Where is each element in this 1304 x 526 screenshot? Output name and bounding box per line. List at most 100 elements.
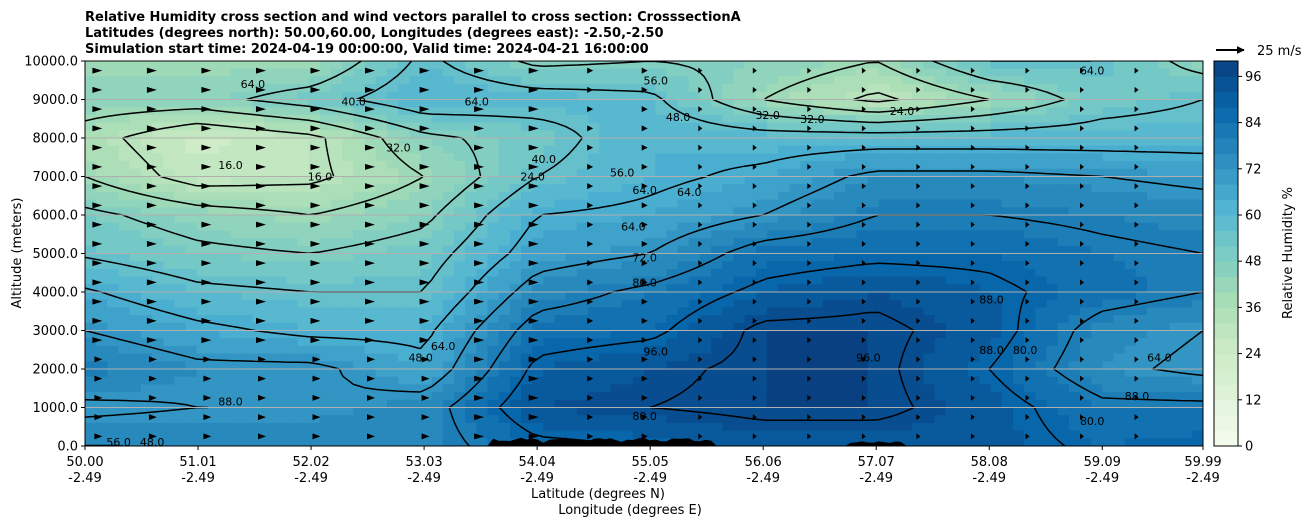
field-cell [129,122,142,131]
field-cell [923,353,936,362]
field-cell [968,307,980,316]
field-cell [174,199,187,208]
field-cell [856,322,869,332]
field-cell [409,199,421,208]
field-cell [822,430,835,439]
field-cell [521,91,533,101]
field-cell [1068,369,1081,378]
field-cell [554,407,567,416]
field-cell [1147,207,1159,216]
field-cell [699,207,712,216]
field-cell [1102,384,1115,393]
field-cell [1057,322,1070,332]
field-cell [85,222,97,231]
field-cell [1135,207,1148,216]
field-cell [487,184,500,193]
field-cell [688,299,701,308]
field-cell [152,99,164,108]
field-cell [744,114,757,124]
field-cell [476,276,489,285]
field-cell [1057,199,1070,208]
field-cell [912,61,925,70]
field-cell [476,407,489,416]
field-cell [588,430,600,439]
field-cell [476,238,489,247]
field-cell [498,245,511,255]
field-cell [588,399,600,409]
field-cell [1012,307,1025,316]
field-cell [1012,369,1025,378]
field-cell [453,122,466,131]
field-cell [152,245,164,255]
field-cell [96,76,108,85]
field-cell [1035,222,1048,231]
field-cell [1158,68,1171,77]
field-cell [465,76,477,85]
field-cell [521,99,533,108]
field-cell [353,322,366,332]
field-cell [699,338,712,347]
field-cell [353,215,366,224]
field-cell [699,399,712,409]
field-cell [1158,276,1171,285]
field-cell [1180,284,1193,293]
field-cell [118,107,131,116]
field-cell [1147,422,1159,432]
field-cell [666,399,679,409]
field-cell [789,392,802,401]
field-cell [957,91,969,101]
field-cell [398,84,410,93]
field-cell [990,376,1003,385]
field-cell [543,215,556,224]
field-cell [319,61,332,70]
field-cell [308,76,321,85]
field-cell [1024,376,1036,385]
field-cell [733,284,746,293]
field-cell [431,399,444,409]
field-cell [319,145,332,154]
field-cell [509,292,522,301]
field-cell [576,68,589,77]
field-cell [96,215,108,224]
field-cell [1091,145,1103,154]
field-cell [688,292,701,301]
field-cell [498,384,511,393]
field-cell [1012,399,1025,409]
field-cell [1180,322,1193,332]
field-cell [1001,138,1014,147]
field-cell [1012,176,1025,185]
field-cell [442,238,455,247]
field-cell [688,168,701,178]
field-cell [867,330,880,339]
field-cell [1046,284,1059,293]
field-cell [822,176,835,185]
field-cell [632,299,645,308]
field-cell [1169,91,1182,101]
field-cell [1191,199,1203,208]
field-cell [610,407,623,416]
field-cell [420,130,433,139]
field-cell [867,276,880,285]
field-cell [644,153,656,162]
field-cell [889,161,902,170]
field-cell [1068,138,1081,147]
field-cell [1057,284,1070,293]
field-cell [174,415,187,424]
field-cell [1158,253,1171,262]
field-cell [621,84,634,93]
field-cell [230,284,243,293]
field-cell [711,361,723,370]
field-cell [822,114,835,124]
field-cell [196,138,209,147]
field-cell [196,330,209,339]
field-cell [655,91,667,101]
field-cell [532,299,544,308]
field-cell [442,392,455,401]
field-cell [386,215,399,224]
field-cell [565,176,578,185]
field-cell [118,268,131,278]
field-cell [509,76,522,85]
field-cell [878,330,891,339]
field-cell [733,176,746,185]
field-cell [632,392,645,401]
